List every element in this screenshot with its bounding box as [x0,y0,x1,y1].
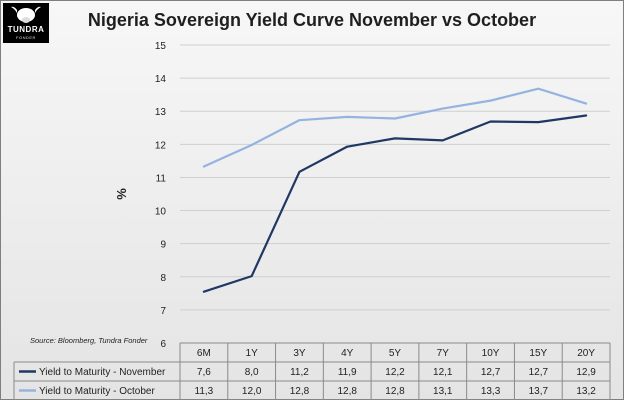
data-point [346,116,349,118]
data-point [298,171,301,173]
x-category-label: 10Y [482,348,500,359]
data-point [585,102,587,105]
y-tick-label: 12 [155,140,167,151]
y-tick-label: 9 [160,240,166,251]
table-value: 12,7 [481,367,501,378]
table-value: 12,9 [576,367,596,378]
data-point [394,137,396,140]
data-point [203,165,205,168]
table-value: 13,3 [481,386,501,397]
x-category-label: 5Y [389,348,402,359]
data-point [537,87,540,90]
logo-subtitle: FONDER [16,35,36,40]
data-point [298,119,301,121]
table-value: 12,8 [385,386,405,397]
data-point [585,114,587,117]
table-value: 11,2 [290,367,309,378]
legend-series-name: Yield to Maturity - October [39,386,155,397]
table-value: 11,9 [338,367,357,378]
table-value: 13,1 [433,386,453,397]
logo-brand: TUNDRA [7,25,45,34]
x-category-label: 1Y [246,348,259,359]
y-tick-label: 14 [155,74,167,85]
table-value: 12,8 [290,386,310,397]
data-point [394,117,396,120]
bull-icon [11,6,41,23]
y-tick-label: 6 [160,339,166,350]
data-point [203,290,205,293]
chart-title: Nigeria Sovereign Yield Curve November v… [87,10,537,30]
data-point [537,121,540,123]
y-tick-label: 10 [155,207,167,218]
y-tick-label: 15 [155,41,167,52]
x-category-label: 7Y [437,348,450,359]
table-value: 8,0 [245,367,259,378]
plot-area [180,45,610,343]
data-point [441,107,444,110]
table-value: 7,6 [197,367,211,378]
y-tick-label: 8 [160,273,166,284]
x-category-label: 3Y [293,348,306,359]
data-point [250,275,253,277]
data-point [441,139,444,142]
data-point [346,145,349,148]
y-tick-label: 13 [155,107,167,118]
x-category-label: 20Y [577,348,595,359]
y-tick-label: 7 [160,306,166,317]
table-value: 12,2 [385,367,405,378]
x-category-label: 6M [197,348,211,359]
table-value: 12,7 [529,367,549,378]
legend-series-name: Yield to Maturity - November [39,367,166,378]
data-point [250,144,253,146]
series-line [202,87,588,168]
data-point [489,99,492,102]
table-value: 13,7 [529,386,549,397]
tundra-logo: TUNDRA FONDER [3,3,49,43]
table-value: 12,0 [242,386,262,397]
table-value: 12,1 [433,367,453,378]
table-value: 13,2 [576,386,596,397]
series-line [202,114,588,293]
table-value: 11,3 [195,386,214,397]
data-point [489,120,492,123]
y-axis-label: % [114,188,129,200]
source-note: Source: Bloomberg, Tundra Fonder [30,336,148,345]
x-category-label: 4Y [341,348,354,359]
y-tick-label: 11 [156,173,167,184]
x-category-label: 15Y [529,348,547,359]
table-value: 12,8 [337,386,357,397]
